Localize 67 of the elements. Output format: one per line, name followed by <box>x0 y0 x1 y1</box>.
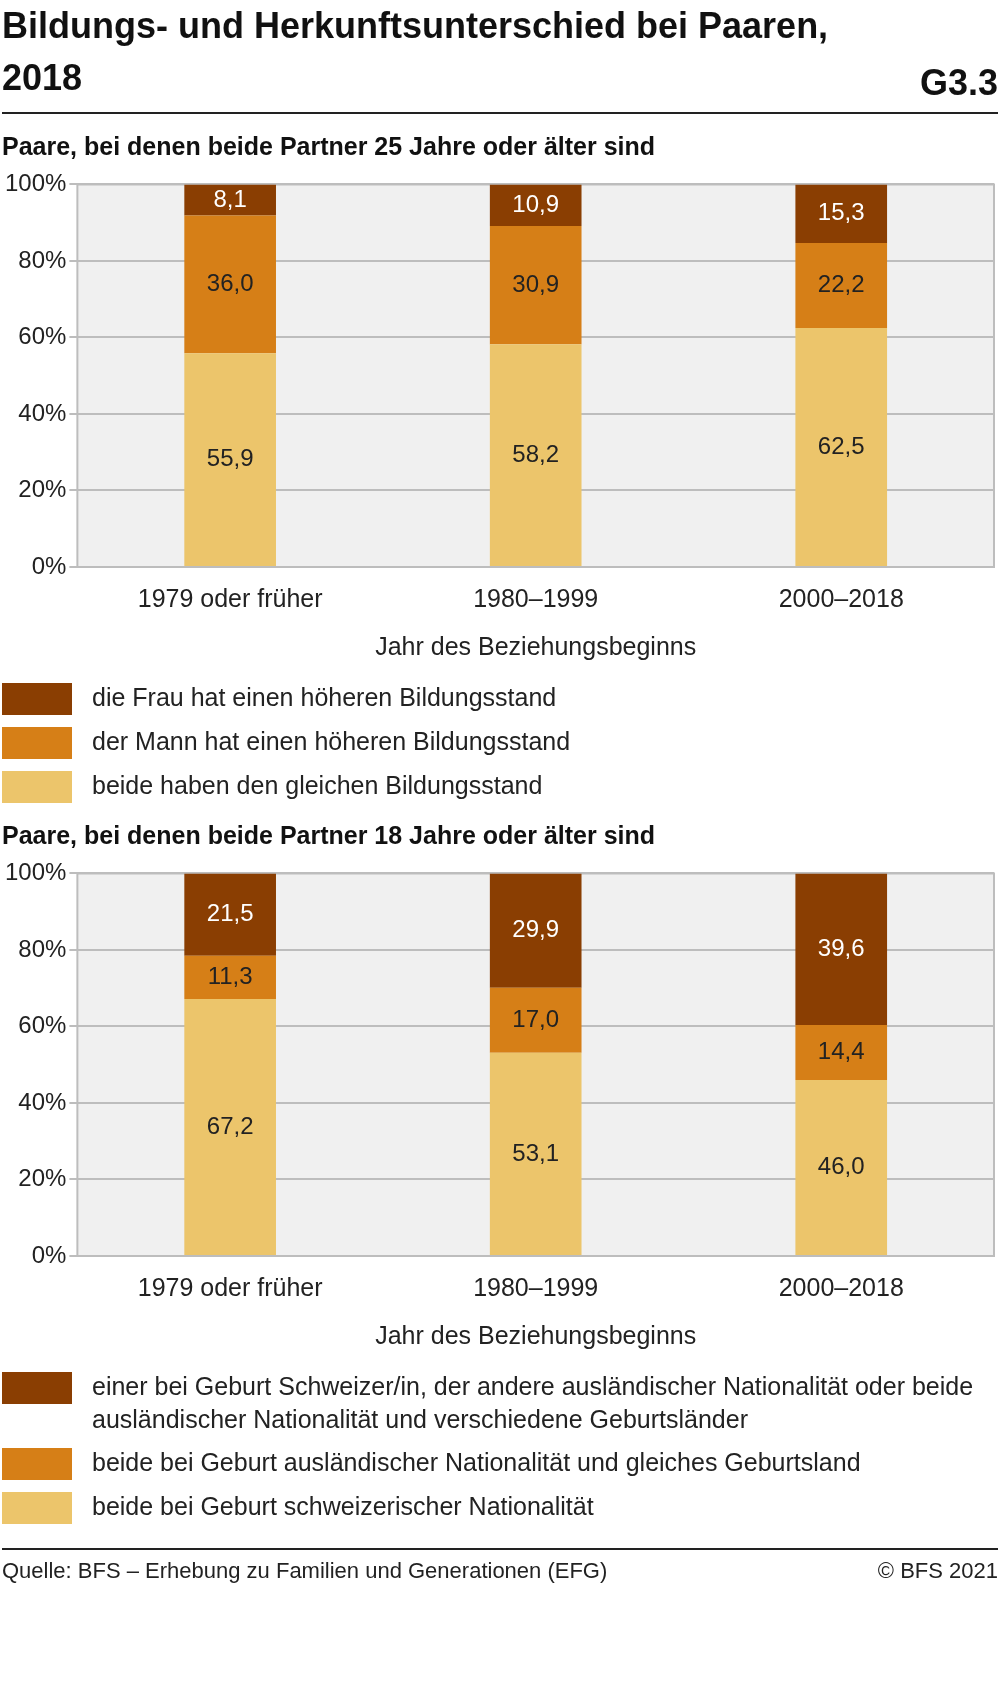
data-label: 39,6 <box>817 933 865 961</box>
chart-title: Bildungs- und Herkunftsunterschied bei Paaren, 2018 <box>2 4 830 100</box>
source-note: Quelle: BFS – Erhebung zu Familien und Generationen (EFG) <box>2 1558 608 1584</box>
bar <box>795 327 888 566</box>
data-label: 58,2 <box>512 439 560 467</box>
data-label: 46,0 <box>817 1152 865 1180</box>
y-tick-label: 80% <box>18 245 67 273</box>
x-tick-label: 1980–1999 <box>473 583 599 612</box>
legend-label: beide bei Geburt schweizerischer Nationalität <box>92 1491 594 1522</box>
x-tick-label: 1979 oder früher <box>137 1272 323 1301</box>
bar <box>184 873 276 956</box>
text: © BFS 2021 <box>877 1558 998 1584</box>
data-label: 67,2 <box>206 1111 254 1139</box>
data-label: 29,9 <box>512 915 560 943</box>
data-label: 14,4 <box>817 1037 865 1065</box>
legend-label: die Frau hat einen höheren Bildungsstand <box>92 682 557 713</box>
legend-label: beide haben den gleichen Bildungsstand <box>92 770 543 801</box>
bar <box>489 226 582 345</box>
bar <box>795 184 888 243</box>
y-tick-label: 40% <box>18 398 67 426</box>
y-tick-label: 20% <box>18 1164 67 1192</box>
data-label: 11,3 <box>207 961 253 989</box>
bar <box>489 1052 582 1255</box>
data-label: 55,9 <box>206 444 254 472</box>
data-label: 8,1 <box>213 184 247 212</box>
data-label: 10,9 <box>512 189 560 217</box>
bar <box>184 353 276 566</box>
y-tick-label: 100% <box>4 169 67 197</box>
bar <box>184 955 276 999</box>
x-axis-title: Jahr des Beziehungsbeginns <box>375 1320 697 1349</box>
y-tick-label: 20% <box>18 475 67 503</box>
chart-subtitle: Paare, bei denen beide Partner 25 Jahre oder älter sind <box>2 132 657 161</box>
x-tick-label: 2000–2018 <box>778 1272 904 1301</box>
legend-label: beide bei Geburt ausländischer Nationalität und gleiches Geburtsland <box>92 1447 861 1478</box>
y-tick-label: 100% <box>4 858 67 886</box>
data-label: 15,3 <box>817 198 865 226</box>
legend-label: einer bei Geburt Schweizer/in, der andere ausländischer Nationalität oder beide ausländischer Nationalität und verschiedene Geburtsländer <box>92 1371 975 1435</box>
chart-subtitle: Paare, bei denen beide Partner 18 Jahre oder älter sind <box>2 821 657 850</box>
legend-label: der Mann hat einen höheren Bildungsstand <box>92 726 571 757</box>
bar <box>795 242 888 328</box>
bar <box>489 184 582 227</box>
y-tick-label: 40% <box>18 1087 67 1115</box>
x-tick-label: 1979 oder früher <box>137 583 323 612</box>
y-tick-label: 60% <box>18 322 67 350</box>
bar <box>795 1024 888 1080</box>
data-label: 17,0 <box>512 1004 560 1032</box>
bar <box>489 987 582 1053</box>
data-label: 62,5 <box>817 431 865 459</box>
y-tick-label: 60% <box>18 1011 67 1039</box>
data-label: 36,0 <box>206 268 254 296</box>
text: G3.3 <box>919 62 998 104</box>
x-tick-label: 1980–1999 <box>473 1272 599 1301</box>
y-tick-label: 0% <box>31 1240 67 1268</box>
x-tick-label: 2000–2018 <box>778 583 904 612</box>
data-label: 22,2 <box>817 270 865 298</box>
y-tick-label: 0% <box>31 551 67 579</box>
bar <box>795 1080 888 1255</box>
data-label: 30,9 <box>512 269 560 297</box>
bar <box>489 344 582 566</box>
y-tick-label: 80% <box>18 934 67 962</box>
x-axis-title: Jahr des Beziehungsbeginns <box>375 631 697 660</box>
bar <box>184 998 276 1255</box>
bar <box>489 873 582 988</box>
data-label: 53,1 <box>512 1138 560 1166</box>
bar <box>184 215 276 354</box>
bar <box>795 873 888 1025</box>
data-label: 21,5 <box>206 899 254 927</box>
